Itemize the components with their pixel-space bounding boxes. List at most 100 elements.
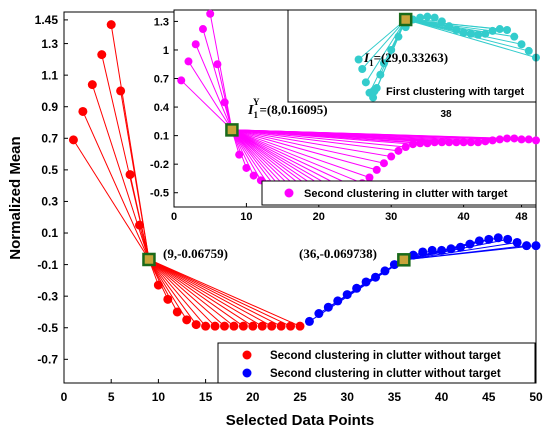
x-tick-label: 10 <box>152 390 166 404</box>
spoke-line <box>405 19 537 59</box>
data-point <box>481 29 490 38</box>
spoke-line <box>120 90 150 260</box>
spoke-line <box>129 174 150 260</box>
data-point <box>416 139 425 148</box>
data-point <box>206 9 215 18</box>
data-point <box>365 173 374 182</box>
data-point <box>106 20 116 30</box>
data-point <box>394 32 403 41</box>
x-tick-label: 30 <box>385 211 397 223</box>
legend-cyan-marker <box>369 86 379 96</box>
spoke-line <box>231 129 269 185</box>
spoke-line <box>148 259 244 327</box>
data-point <box>163 294 173 304</box>
data-point <box>213 60 222 69</box>
y-axis-label: Normalized Mean <box>7 136 24 259</box>
x-axis-label: Selected Data Points <box>226 412 374 429</box>
data-point <box>452 25 461 34</box>
cluster-center-marker <box>397 253 411 267</box>
data-point <box>191 320 201 330</box>
main-points <box>68 20 541 331</box>
inset-legend-second-box <box>261 180 537 206</box>
data-point <box>437 245 447 255</box>
spoke-line <box>148 259 254 327</box>
inset-centers <box>225 12 413 137</box>
data-point <box>116 86 126 96</box>
data-point <box>371 272 381 282</box>
data-point <box>235 150 244 159</box>
second-center-label: I1Y=(8,0.16095) <box>247 97 328 120</box>
data-point <box>361 78 370 87</box>
main-centers <box>142 252 411 267</box>
spoke-line <box>73 139 150 260</box>
first-center-label: I1=(29,0.33263) <box>363 50 448 68</box>
spoke-line <box>231 129 399 152</box>
spoke-line <box>188 61 233 131</box>
data-point <box>342 290 352 300</box>
y-tick-label: -0.3 <box>37 289 58 303</box>
inset-legend-first: First clustering with target <box>287 9 537 103</box>
data-point <box>267 321 277 331</box>
data-point <box>276 321 286 331</box>
y-tick-label: 0.4 <box>154 102 170 114</box>
spoke-line <box>231 129 283 191</box>
data-point <box>488 26 497 35</box>
data-point <box>481 137 490 146</box>
y-tick-label: -0.5 <box>37 321 58 335</box>
data-point <box>430 138 439 147</box>
data-point <box>503 25 512 34</box>
data-point <box>488 136 497 145</box>
spoke-line <box>405 19 515 38</box>
data-point <box>369 93 378 102</box>
y-tick-label: -0.1 <box>37 258 58 272</box>
spoke-line <box>148 259 301 327</box>
data-point <box>524 46 533 55</box>
y-tick-label: 1.1 <box>41 68 58 82</box>
data-point <box>352 283 362 293</box>
data-point <box>510 134 519 143</box>
inset-legend-first-box <box>287 9 537 103</box>
x-tick-label: 5 <box>108 390 115 404</box>
data-point <box>495 25 504 34</box>
data-point <box>248 321 258 331</box>
x-tick-label: 50 <box>529 390 543 404</box>
data-point <box>465 239 475 249</box>
data-point <box>376 70 385 79</box>
data-point <box>304 316 314 326</box>
center-label-red: (9,-0.06759) <box>163 246 228 261</box>
spoke-line <box>209 13 233 130</box>
spoke-line <box>358 19 407 60</box>
data-point <box>191 40 200 49</box>
data-point <box>387 45 396 54</box>
data-point <box>323 302 333 312</box>
data-point <box>430 13 439 22</box>
y-tick-label: 0.3 <box>41 195 58 209</box>
data-point <box>177 76 186 85</box>
data-point <box>532 136 540 145</box>
spoke-line <box>195 44 233 131</box>
inset-extra-label: 38 <box>440 109 452 120</box>
data-point <box>459 138 468 147</box>
main-x-ticks: 0 5 10 15 20 25 30 35 40 45 50 <box>61 379 543 404</box>
x-tick-label: 45 <box>482 390 496 404</box>
data-point <box>512 237 522 247</box>
spoke-line <box>148 259 225 327</box>
inset-plot: 0 10 20 30 40 48 1.3 1 0.7 0.4 0.1 -0.2 -0.5 38 I1=… <box>150 9 540 223</box>
y-tick-label: 1.3 <box>154 16 169 28</box>
data-point <box>249 171 258 180</box>
data-point <box>229 321 239 331</box>
data-point <box>242 163 251 172</box>
x-tick-label: 10 <box>240 211 252 223</box>
data-point <box>219 321 229 331</box>
data-point <box>201 321 211 331</box>
spoke-line <box>148 259 216 327</box>
data-point <box>445 22 454 31</box>
data-point <box>87 80 97 90</box>
data-point <box>153 280 163 290</box>
data-point <box>333 296 343 306</box>
data-point <box>408 250 418 260</box>
data-point <box>125 170 135 180</box>
data-point <box>379 59 388 68</box>
spoke-line <box>231 129 406 148</box>
spoke-line <box>231 129 363 184</box>
